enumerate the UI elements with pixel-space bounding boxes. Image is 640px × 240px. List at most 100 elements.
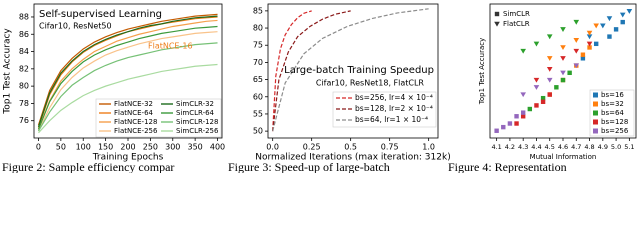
x-tick-label: 4.7 (571, 143, 581, 151)
plot-frame (267, 3, 439, 139)
legend-box (95, 98, 222, 138)
point (560, 27, 566, 32)
x-tick-label: 0 (36, 143, 41, 152)
y-tick-label: 55 (253, 109, 263, 118)
legend-label: FlatCLR (503, 20, 530, 28)
caption: Figure 4: Representation (448, 160, 567, 173)
point (547, 92, 552, 97)
y-tick-label: 65 (253, 75, 263, 84)
point (560, 56, 566, 61)
legend-swatch (593, 110, 598, 116)
point (573, 38, 580, 43)
point (620, 19, 625, 25)
point (587, 45, 592, 50)
legend-label: SimCLR-256 (176, 127, 219, 135)
y-tick-label: 70 (253, 58, 263, 67)
subtitle: Cifar10, ResNet18, FlatCLR (316, 79, 425, 88)
point (520, 110, 526, 115)
legend-label: bs=128 (601, 118, 628, 126)
point (527, 106, 533, 112)
y-tick-label: 80 (253, 24, 263, 33)
y-tick-label: 85 (253, 6, 263, 15)
x-tick-label: 0.5 (344, 143, 357, 152)
point (507, 121, 513, 126)
legend-label: SimCLR (503, 10, 530, 18)
point (593, 23, 599, 29)
line (38, 63, 218, 134)
point (580, 52, 586, 57)
legend-label: bs=32 (601, 100, 624, 108)
point (520, 92, 526, 98)
y-tick-label: 88 (19, 12, 29, 21)
line (37, 15, 218, 127)
point (600, 23, 606, 29)
line (37, 31, 218, 132)
y-tick-label: 50 (253, 127, 263, 136)
point (533, 41, 540, 47)
figure: Figure 2: Sample efficiency compar Figur… (2, 3, 637, 173)
legend-label: FlatNCE-64 (114, 109, 154, 117)
line (272, 8, 429, 132)
line (37, 19, 218, 130)
legend-swatch (593, 128, 598, 134)
y-tick-label: 82 (19, 64, 29, 73)
annotation: FlatNCE-16 (148, 42, 193, 51)
point (494, 128, 499, 133)
legend-label: FlatNCE-32 (114, 100, 153, 108)
point (573, 63, 580, 69)
y-tick-label: 76 (19, 116, 29, 125)
x-tick-label: 50 (56, 143, 66, 152)
point (546, 66, 553, 72)
legend-label: SimCLR-64 (176, 109, 215, 117)
legend-label: SimCLR-32 (176, 100, 214, 108)
point (514, 114, 519, 119)
point (514, 121, 519, 126)
x-tick-label: 4.2 (505, 143, 515, 151)
caption: Figure 3: Speed-up of large-batch (228, 160, 390, 173)
x-tick-label: 0.25 (303, 143, 321, 152)
line (37, 42, 218, 132)
point (540, 95, 546, 101)
x-tick-label: 4.3 (518, 143, 528, 151)
point (593, 41, 599, 47)
x-tick-label: 200 (120, 143, 135, 152)
point (533, 85, 540, 90)
point (560, 45, 566, 51)
legend-label: bs=64 (601, 109, 624, 117)
x-axis-label: Mutual Information (530, 153, 597, 161)
point (586, 41, 593, 47)
y-tick-label: 60 (253, 92, 263, 101)
legend-swatch (494, 11, 500, 17)
y-tick-label: 78 (19, 99, 29, 108)
point (606, 16, 613, 22)
legend-label: bs=64, lr=1 × 10⁻⁴ (355, 115, 428, 124)
point (554, 85, 559, 90)
x-axis-label: Training Epochs (92, 153, 164, 163)
legend-label: bs=16 (601, 91, 624, 99)
legend-label: SimCLR-128 (176, 118, 218, 126)
x-tick-label: 100 (76, 143, 91, 152)
legend-swatch (494, 21, 500, 27)
point (534, 103, 539, 108)
x-tick-label: 250 (143, 143, 158, 152)
point (567, 70, 572, 76)
y-axis-label: Top1 Test Accuracy (3, 28, 13, 115)
x-tick-label: 400 (210, 143, 225, 152)
point (619, 12, 626, 18)
point (560, 77, 566, 83)
legend-label: bs=128, lr=2 × 10⁻⁴ (355, 104, 433, 113)
x-tick-label: 5.1 (624, 143, 634, 151)
point (520, 48, 526, 54)
x-tick-label: 4.4 (531, 143, 541, 151)
point (613, 27, 619, 32)
point (607, 34, 612, 39)
y-tick-label: 86 (19, 30, 29, 39)
x-tick-label: 4.1 (491, 143, 501, 151)
point (540, 99, 546, 104)
point (586, 30, 593, 36)
x-tick-label: 4.5 (545, 143, 555, 151)
legend-label: bs=256, lr=4 × 10⁻⁴ (355, 93, 433, 102)
chart-title: Large-batch Training Speedup (284, 65, 434, 76)
legend-swatch (593, 119, 598, 125)
line (37, 25, 218, 130)
